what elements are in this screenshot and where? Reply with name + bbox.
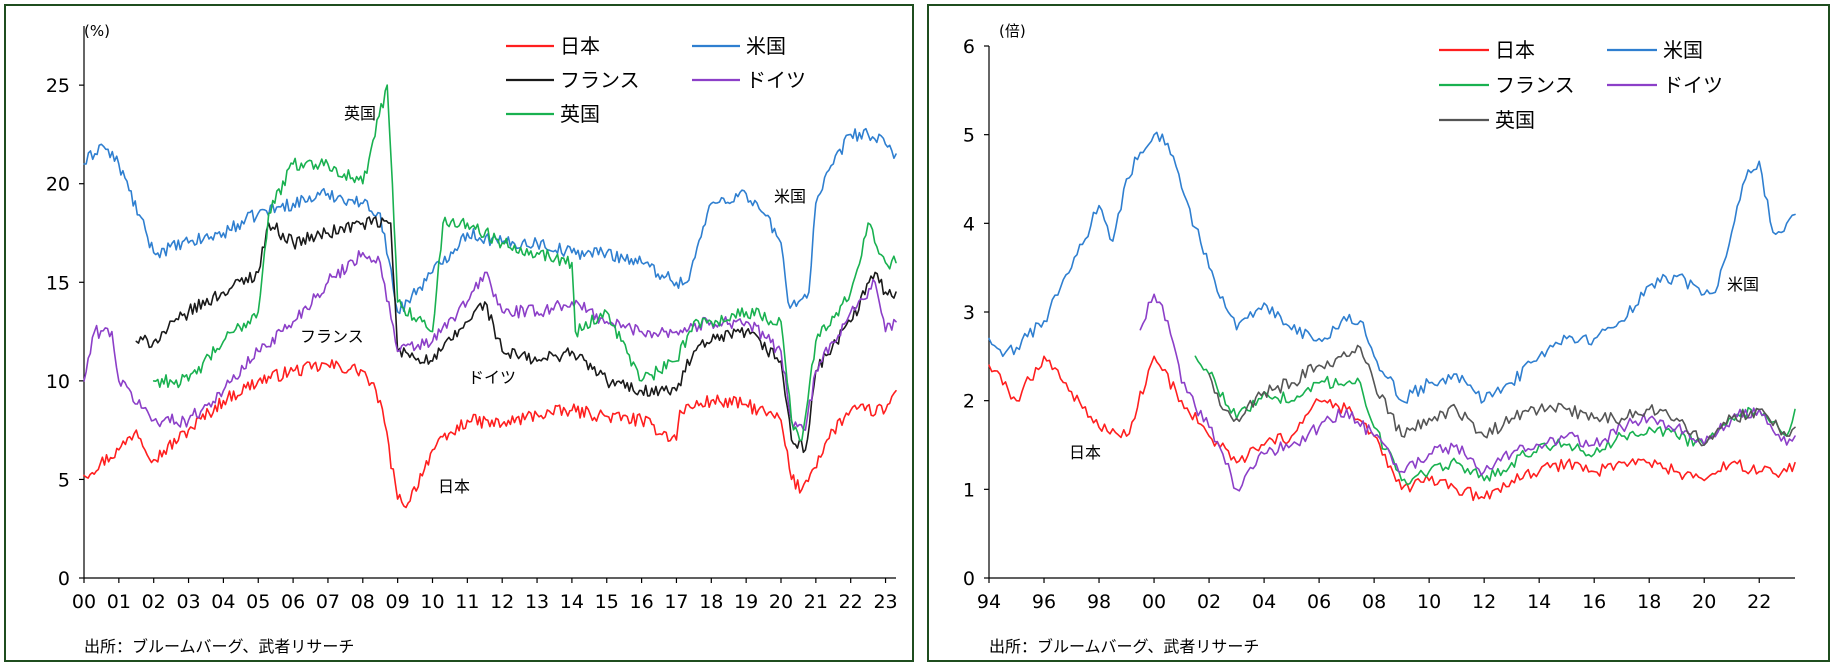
left-x-tick-label: 19 <box>734 591 758 613</box>
left-legend-japan: 日本 <box>560 34 600 58</box>
right-x-tick-label: 20 <box>1692 591 1716 613</box>
right-x-tick-label: 14 <box>1527 591 1551 613</box>
left-x-tick-label: 08 <box>351 591 375 613</box>
right-x-tick-label: 94 <box>977 591 1001 613</box>
right-axes <box>988 46 1795 579</box>
right-series-japan <box>988 355 1796 502</box>
left-annotation-france: フランス <box>300 327 364 346</box>
right-series-germany <box>1139 293 1796 492</box>
right-legend-us: 米国 <box>1663 38 1703 62</box>
right-annotation-us: 米国 <box>1727 275 1759 294</box>
right-x-tick-label: 12 <box>1472 591 1496 613</box>
left-legend-germany: ドイツ <box>746 68 806 92</box>
left-x-tick-label: 02 <box>142 591 166 613</box>
left-x-tick-label: 18 <box>699 591 723 613</box>
left-y-tick-label: 25 <box>46 75 70 97</box>
right-series-france <box>1194 355 1796 486</box>
right-x-tick-label: 08 <box>1362 591 1386 613</box>
left-series-japan <box>83 359 897 509</box>
right-y-tick-label: 0 <box>963 568 975 590</box>
left-x-tick-label: 00 <box>72 591 96 613</box>
left-series-uk <box>152 84 897 442</box>
left-legend-uk: 英国 <box>560 102 600 126</box>
left-x-tick-label: 06 <box>281 591 305 613</box>
right-x-tick-label: 06 <box>1307 591 1331 613</box>
left-series-us <box>83 127 897 315</box>
right-x-tick-label: 96 <box>1032 591 1056 613</box>
left-legend: 日本 米国 フランス ドイツ 英国 <box>506 34 806 126</box>
right-x-tick-label: 00 <box>1142 591 1166 613</box>
left-x-tick-label: 22 <box>839 591 863 613</box>
right-series-uk <box>1208 344 1796 447</box>
right-x-tick-label: 18 <box>1637 591 1661 613</box>
left-y-tick-label: 10 <box>46 371 70 393</box>
left-x-tick-label: 03 <box>176 591 200 613</box>
left-x-tick-label: 10 <box>420 591 444 613</box>
left-annotation-japan: 日本 <box>438 477 470 496</box>
right-y-tick-label: 3 <box>963 302 975 324</box>
left-x-tick-label: 21 <box>804 591 828 613</box>
left-x-tick-label: 15 <box>595 591 619 613</box>
left-legend-us: 米国 <box>746 34 786 58</box>
left-x-tick-label: 05 <box>246 591 270 613</box>
right-source-note: 出所：ブルームバーグ、武者リサーチ <box>989 637 1259 656</box>
left-axes <box>83 26 896 579</box>
left-x-tick-label: 17 <box>664 591 688 613</box>
right-x-tick-label: 22 <box>1747 591 1771 613</box>
right-legend-uk: 英国 <box>1495 108 1535 132</box>
right-x-tick-label: 98 <box>1087 591 1111 613</box>
left-x-tick-label: 09 <box>386 591 410 613</box>
right-y-tick-label: 5 <box>963 125 975 147</box>
left-x-tick-label: 11 <box>455 591 479 613</box>
left-x-tick-label: 12 <box>490 591 514 613</box>
left-y-tick-label: 5 <box>58 469 70 491</box>
left-legend-france: フランス <box>560 68 640 92</box>
right-x-tick-label: 10 <box>1417 591 1441 613</box>
left-series-france <box>135 216 897 454</box>
right-y-tick-label: 6 <box>963 36 975 58</box>
left-x-tick-label: 20 <box>769 591 793 613</box>
right-x-tick-label: 04 <box>1252 591 1276 613</box>
left-y-tick-label: 20 <box>46 174 70 196</box>
left-x-tick-label: 16 <box>630 591 654 613</box>
left-annotation-germany: ドイツ <box>468 368 516 387</box>
right-x-tick-label: 16 <box>1582 591 1606 613</box>
left-x-tick-label: 01 <box>107 591 131 613</box>
left-x-tick-label: 13 <box>525 591 549 613</box>
right-legend-france: フランス <box>1495 73 1575 97</box>
left-x-tick-label: 07 <box>316 591 340 613</box>
chart-panel-left: 0 5 10 15 20 25 00 01 02 03 04 05 06 07 08 09 10 11 12 13 1… <box>4 4 914 662</box>
right-legend: 日本 米国 フランス ドイツ 英国 <box>1439 38 1723 132</box>
right-unit-label: (倍) <box>999 22 1026 40</box>
right-legend-japan: 日本 <box>1495 38 1535 62</box>
right-y-tick-label: 1 <box>963 479 975 501</box>
right-legend-germany: ドイツ <box>1663 73 1723 97</box>
right-y-tick-label: 2 <box>963 391 975 413</box>
left-x-tick-label: 14 <box>560 591 584 613</box>
left-annotation-uk: 英国 <box>344 104 376 123</box>
left-unit-label: (%) <box>84 22 110 40</box>
left-source-note: 出所：ブルームバーグ、武者リサーチ <box>84 637 354 656</box>
left-series-germany <box>83 250 897 431</box>
right-series-us <box>988 131 1796 404</box>
right-annotation-japan: 日本 <box>1069 443 1101 462</box>
left-annotation-us: 米国 <box>774 187 806 206</box>
right-x-tick-label: 02 <box>1197 591 1221 613</box>
left-x-tick-label: 04 <box>211 591 235 613</box>
left-y-tick-label: 0 <box>58 568 70 590</box>
right-y-tick-label: 4 <box>963 213 975 235</box>
left-x-tick-label: 23 <box>873 591 897 613</box>
left-y-tick-label: 15 <box>46 272 70 294</box>
